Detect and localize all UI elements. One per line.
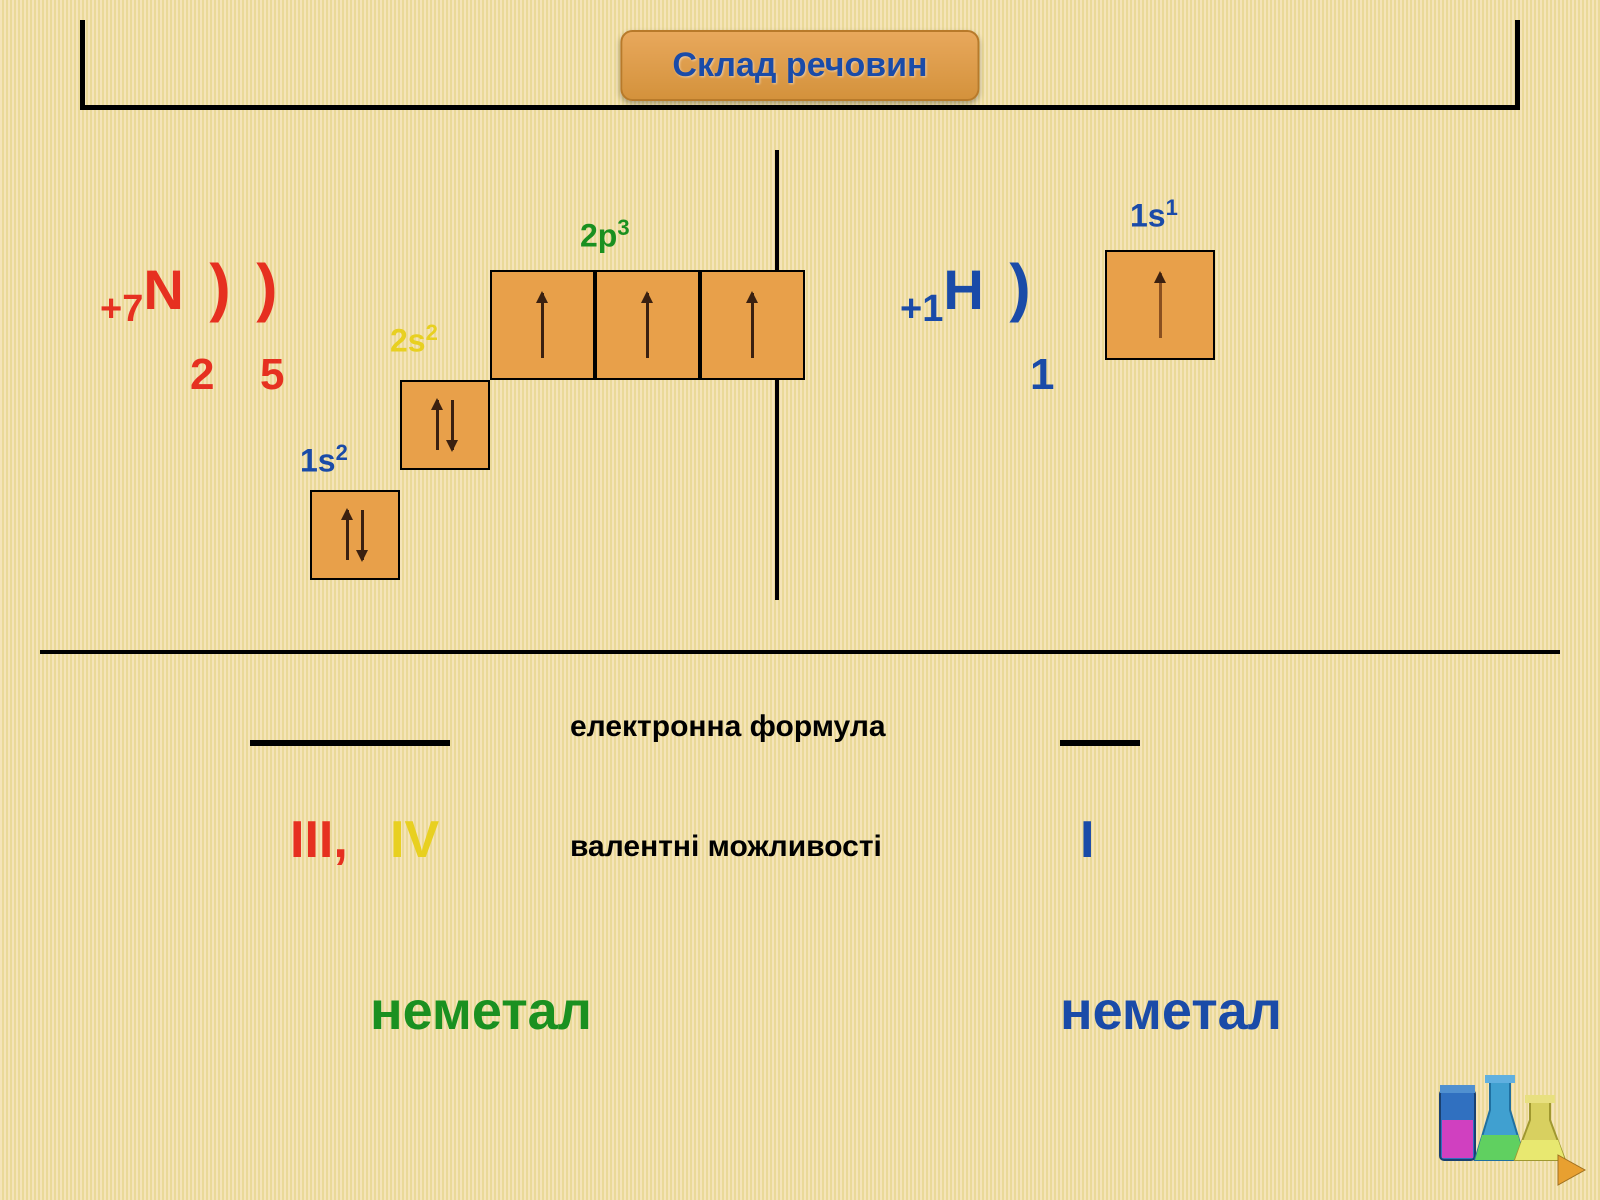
- spin-up-icon: [541, 293, 544, 358]
- orbital-box-n-2s: [400, 380, 490, 470]
- spin-down-icon: [451, 400, 454, 450]
- orbital-label-2p: 2p3: [580, 215, 630, 255]
- spin-up-icon: [1159, 273, 1162, 338]
- title-text: Склад речовин: [672, 46, 927, 84]
- formula-row-label: електронна формула: [570, 710, 886, 744]
- orbital-box-n-2p3: [700, 270, 805, 380]
- nitrogen-charge: +7: [100, 288, 143, 330]
- bracket-left: [80, 20, 85, 110]
- hydrogen-classification: неметал: [1060, 980, 1282, 1042]
- spin-up-icon: [346, 510, 349, 560]
- hydrogen-shell-count-1: 1: [1030, 350, 1054, 400]
- nitrogen-valence-4: IV: [390, 810, 439, 870]
- nitrogen-element: +7N ) ): [100, 250, 278, 331]
- bracket-right: [1515, 20, 1520, 110]
- play-button-icon[interactable]: [1550, 1150, 1590, 1190]
- orbital-box-n-2p1: [490, 270, 595, 380]
- nitrogen-symbol: N: [143, 258, 183, 321]
- valence-row-label: валентні можливості: [570, 830, 882, 864]
- hydrogen-symbol: H: [943, 258, 983, 321]
- spin-up-icon: [751, 293, 754, 358]
- horizontal-divider: [40, 650, 1560, 654]
- nitrogen-shell-count-2: 5: [260, 350, 284, 400]
- orbital-box-h-1s: [1105, 250, 1215, 360]
- bracket-horizontal: [80, 105, 1520, 110]
- formula-blank-n: [250, 740, 450, 746]
- orbital-label-1s: 1s2: [300, 440, 348, 480]
- nitrogen-shell-count-1: 2: [190, 350, 214, 400]
- formula-blank-h: [1060, 740, 1140, 746]
- hydrogen-charge: +1: [900, 288, 943, 330]
- orbital-label-h-1s: 1s1: [1130, 195, 1178, 235]
- hydrogen-element: +1H ): [900, 250, 1031, 331]
- spin-up-icon: [646, 293, 649, 358]
- orbital-label-2s: 2s2: [390, 320, 438, 360]
- nitrogen-shell-paren-2: ): [256, 251, 277, 323]
- title-badge: Склад речовин: [620, 30, 979, 101]
- hydrogen-valence-1: I: [1080, 810, 1094, 870]
- orbital-box-n-2p2: [595, 270, 700, 380]
- orbital-box-n-1s: [310, 490, 400, 580]
- nitrogen-valence-3: III,: [290, 810, 348, 870]
- spin-up-icon: [436, 400, 439, 450]
- nitrogen-classification: неметал: [370, 980, 592, 1042]
- hydrogen-shell-paren-1: ): [1009, 251, 1030, 323]
- nitrogen-shell-paren-1: ): [209, 251, 230, 323]
- spin-down-icon: [361, 510, 364, 560]
